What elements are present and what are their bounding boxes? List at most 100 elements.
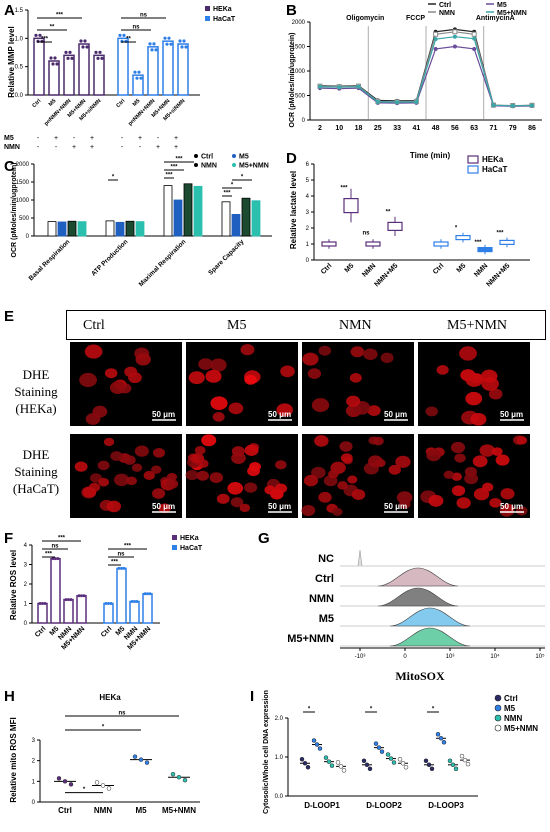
panel-d-xcat: Ctrl xyxy=(432,262,446,276)
panel-c-bar xyxy=(57,221,67,237)
panel-d-xcat: M5 xyxy=(456,262,468,274)
panel-a-bar xyxy=(117,37,129,96)
panel-e-cell xyxy=(454,453,466,463)
panel-b-xtick: 2 xyxy=(318,125,322,132)
panel-e-cell xyxy=(230,497,244,508)
panel-d-legend-swatch xyxy=(467,165,479,174)
panel-e-col-nmn: NMN xyxy=(339,318,372,333)
panel-b-legend-label: M5 xyxy=(497,2,507,9)
panel-a-dot xyxy=(66,56,70,60)
panel-f-bar xyxy=(129,600,140,624)
panel-e-cell xyxy=(303,474,319,487)
panel-c-letter: C xyxy=(4,158,15,175)
panel-c-sig-label: * xyxy=(231,183,234,189)
panel-i-dot xyxy=(317,746,323,751)
panel-g-xtick-label: 0 xyxy=(403,654,407,660)
panel-f-dot xyxy=(120,566,123,570)
panel-a-table-cell: - xyxy=(121,135,124,142)
panel-e-cell xyxy=(311,466,326,479)
panel-i-dot xyxy=(388,756,394,761)
panel-g-xtick-label: -10³ xyxy=(355,654,366,660)
panel-e-cell xyxy=(239,503,251,513)
panel-c-xcat: ATP Production xyxy=(90,238,129,277)
panel-e-cell xyxy=(456,497,471,509)
panel-h-dot xyxy=(182,777,188,783)
panel-i-dot xyxy=(385,752,391,757)
panel-e-cell xyxy=(231,452,246,464)
panel-g-row-label: Ctrl xyxy=(315,573,334,585)
panel-a-dot xyxy=(55,62,59,66)
panel-e-cell xyxy=(337,481,348,490)
panel-f-bar xyxy=(103,602,114,624)
panel-b-xtick: 79 xyxy=(509,125,517,132)
panel-i-legend-label: M5 xyxy=(504,704,516,713)
panel-f-ytick-label: 1 xyxy=(24,602,28,608)
panel-e-cell xyxy=(472,455,488,468)
panel-e-cell xyxy=(106,500,122,513)
panel-g-flow: MitoSOX NC Ctrl NMN M5 M5+NMN -10³ 0 10³ 10⁴ 10⁵ xyxy=(287,549,545,683)
panel-b-xtick: 33 xyxy=(393,125,401,132)
panel-e-scale-label: 50 μm xyxy=(152,410,175,419)
panel-h-ylabel: Relative mito ROS MFI xyxy=(9,717,18,802)
panel-a-table-cell: - xyxy=(37,144,40,151)
panel-i-dot xyxy=(305,764,311,770)
row2-l2: Staining xyxy=(14,464,58,479)
panel-c-ylabel: OCR (pMoles/min/ugprotein) xyxy=(11,163,18,258)
panel-h-dot xyxy=(176,774,182,780)
panel-i-dot xyxy=(400,760,406,766)
panel-b-letter: B xyxy=(286,2,297,19)
panel-a-xcat: Ctrl xyxy=(115,98,126,109)
panel-c-bar xyxy=(241,197,251,237)
panel-e-cell xyxy=(227,481,244,495)
panel-f-bar xyxy=(116,567,127,624)
panel-f-ytick-label: 2 xyxy=(24,582,28,588)
panel-e-cell xyxy=(201,434,217,447)
panel-a-table-cell: - xyxy=(139,144,142,151)
panel-a-bar xyxy=(33,37,45,96)
panel-a-bar xyxy=(147,46,159,96)
panel-a-bar xyxy=(93,54,105,96)
panel-a-dot xyxy=(94,50,98,54)
panel-a-sig-label: ** xyxy=(126,37,131,43)
panel-b-point xyxy=(510,103,515,108)
panel-c-xcat: Spare Capacity xyxy=(207,238,245,276)
panel-f-legend-swatch xyxy=(172,535,177,540)
panel-b-xlabel: Time (min) xyxy=(410,151,451,160)
panel-c-sig-label: *** xyxy=(170,165,178,171)
panel-e-cell xyxy=(515,506,528,516)
panel-c-legend-swatch xyxy=(232,154,236,158)
panel-f-dot xyxy=(146,592,149,596)
panel-e-cell xyxy=(488,388,503,400)
panel-g-row-label: NC xyxy=(318,553,334,565)
panel-h-ytick-label: 3 xyxy=(32,738,36,744)
panel-a-dot xyxy=(122,33,126,37)
panel-i-xcat: D-LOOP1 xyxy=(304,801,340,810)
panel-e-cell xyxy=(314,435,329,447)
panel-h-xcat: M5 xyxy=(135,806,147,815)
panel-d-letter: D xyxy=(286,150,297,167)
panel-c-bar xyxy=(163,185,173,237)
panel-f-xcat: Ctrl xyxy=(100,625,114,639)
panel-f-bar xyxy=(63,598,74,624)
panel-f-sig-label: *** xyxy=(111,560,119,566)
panel-b-xtick: 10 xyxy=(335,125,343,132)
panel-a-bar xyxy=(63,54,75,96)
panel-e-cell xyxy=(198,358,213,370)
panel-h-dot xyxy=(106,786,112,791)
panel-e-cell xyxy=(134,445,149,457)
panel-e-letter: E xyxy=(4,308,15,325)
panel-b-xtick: 18 xyxy=(355,125,363,132)
panel-b-series-line xyxy=(319,36,533,107)
panel-e-cell xyxy=(74,461,88,472)
panel-f-sig-label: *** xyxy=(45,552,53,558)
panel-b-point xyxy=(452,34,457,39)
panel-a-dot xyxy=(64,50,68,54)
panel-i-legend-swatch xyxy=(494,714,502,722)
panel-a-dot xyxy=(83,39,87,43)
panel-a-dot xyxy=(163,36,167,40)
panel-g-histogram xyxy=(357,549,363,567)
panel-d-ytick-label: 2 xyxy=(306,226,310,232)
panel-g-xtick-label: 10³ xyxy=(446,654,455,660)
panel-a-table-cell: + xyxy=(174,144,178,151)
panel-d-xcat: NMN+M5 xyxy=(373,262,399,288)
